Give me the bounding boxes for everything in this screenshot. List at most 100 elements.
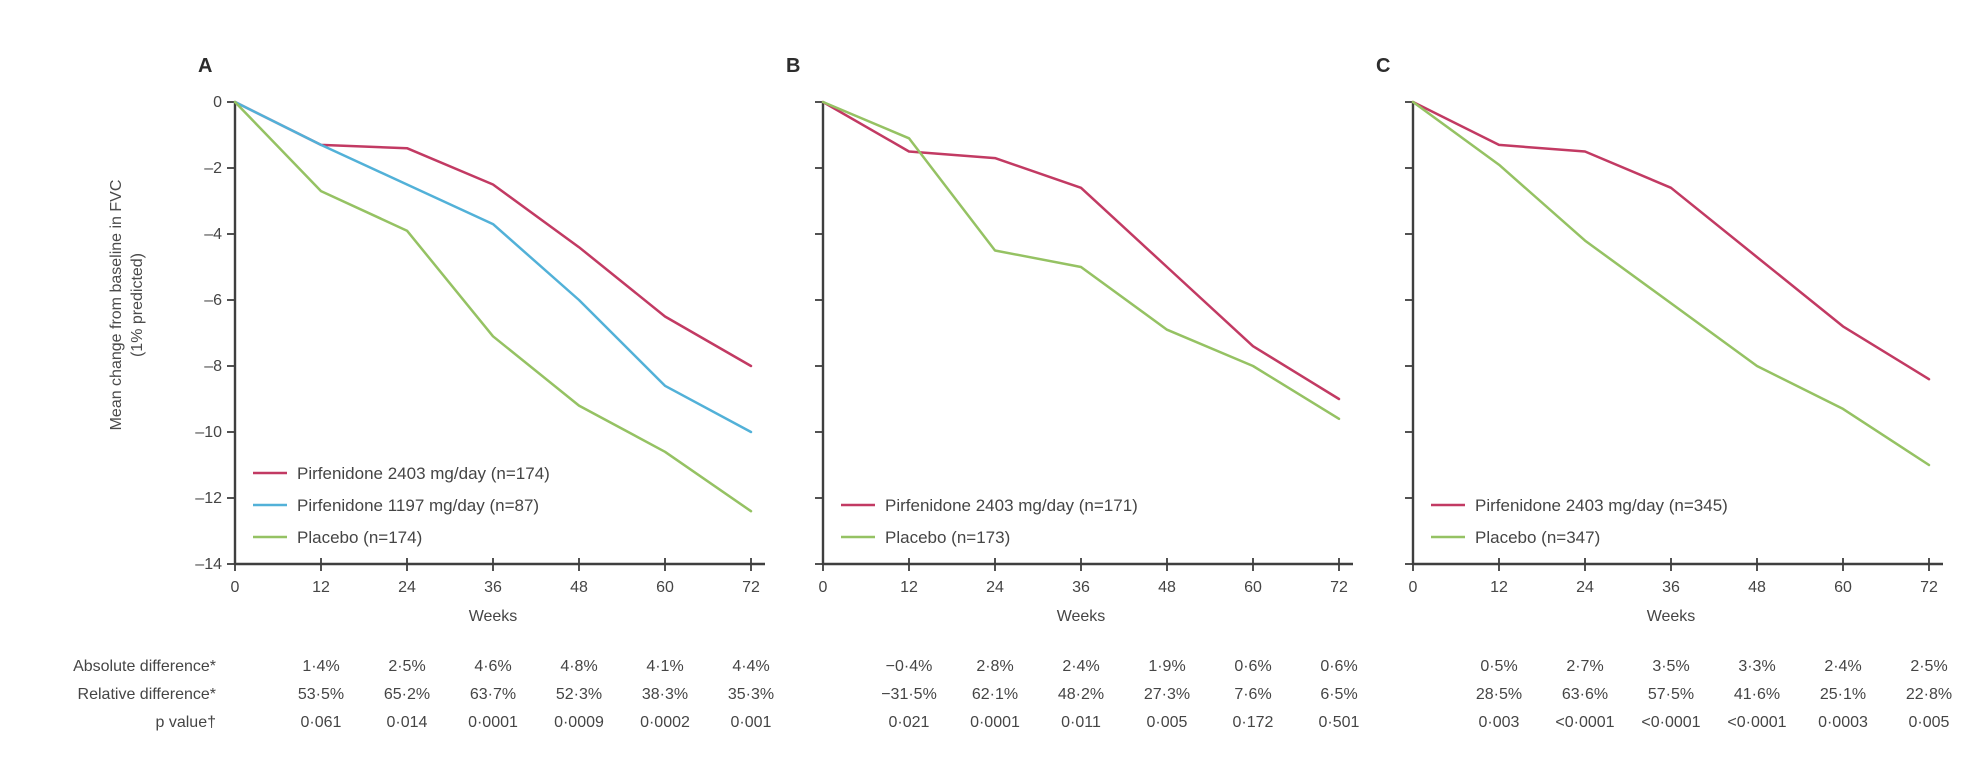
x-tick-label: 60 bbox=[656, 579, 674, 596]
table-value-A-absolute-wk72: 4·4% bbox=[732, 658, 770, 675]
panel-letter-C: C bbox=[1376, 55, 1390, 77]
x-tick-label: 0 bbox=[231, 579, 240, 596]
table-value-B-p-wk24: 0·0001 bbox=[970, 714, 1020, 731]
table-value-C-relative-wk24: 63·6% bbox=[1561, 686, 1609, 703]
table-value-C-absolute-wk24: 2·7% bbox=[1566, 658, 1604, 675]
y-tick-label: –2 bbox=[204, 160, 222, 177]
x-tick-label: 72 bbox=[1330, 579, 1348, 596]
x-tick-label: 12 bbox=[312, 579, 330, 596]
table-value-B-p-wk72: 0·501 bbox=[1318, 714, 1360, 731]
series-line-placebo bbox=[1411, 100, 1931, 467]
table-value-A-p-wk48: 0·0009 bbox=[554, 714, 604, 731]
table-value-A-p-wk72: 0·001 bbox=[730, 714, 772, 731]
x-axis-title: Weeks bbox=[469, 608, 518, 625]
y-tick-label: –10 bbox=[195, 424, 222, 441]
table-value-A-p-wk60: 0·0002 bbox=[640, 714, 690, 731]
table-value-A-absolute-wk60: 4·1% bbox=[646, 658, 684, 675]
table-value-C-absolute-wk48: 3·3% bbox=[1738, 658, 1776, 675]
table-value-A-p-wk12: 0·061 bbox=[300, 714, 342, 731]
table-value-B-absolute-wk24: 2·8% bbox=[976, 658, 1014, 675]
x-tick-label: 24 bbox=[398, 579, 416, 596]
series-line-placebo bbox=[821, 100, 1341, 421]
table-value-B-absolute-wk60: 0·6% bbox=[1234, 658, 1272, 675]
table-value-B-p-wk12: 0·021 bbox=[888, 714, 930, 731]
table-value-A-absolute-wk36: 4·6% bbox=[474, 658, 512, 675]
table-value-C-absolute-wk72: 2·5% bbox=[1910, 658, 1948, 675]
table-value-B-p-wk60: 0·172 bbox=[1232, 714, 1274, 731]
x-tick-label: 60 bbox=[1244, 579, 1262, 596]
table-value-C-p-wk12: 0·003 bbox=[1478, 714, 1520, 731]
table-value-B-absolute-wk48: 1·9% bbox=[1148, 658, 1186, 675]
panel-C: C 0 12 24 36 48 60 72 Weeks Pirfenidone 2403 mg/d… bbox=[1376, 55, 1943, 625]
table-value-B-absolute-wk12: −0·4% bbox=[885, 658, 933, 675]
x-tick-label: 60 bbox=[1834, 579, 1852, 596]
y-axis-label-line2: (1% predicted) bbox=[129, 252, 146, 358]
legend-label: Placebo (n=347) bbox=[1475, 528, 1600, 547]
table-value-C-absolute-wk60: 2·4% bbox=[1824, 658, 1862, 675]
legend-label: Pirfenidone 1197 mg/day (n=87) bbox=[297, 496, 539, 515]
series-line-placebo bbox=[233, 100, 753, 513]
table-value-A-relative-wk60: 38·3% bbox=[641, 686, 689, 703]
table-value-B-relative-wk60: 7·6% bbox=[1234, 686, 1272, 703]
table-row-label-relative-difference: Relative difference* bbox=[77, 686, 216, 703]
panel-B: B 0 12 24 36 48 60 72 Weeks Pirfenidone 2403 mg/d… bbox=[786, 55, 1353, 625]
table-value-C-p-wk60: 0·0003 bbox=[1818, 714, 1868, 731]
x-tick-label: 24 bbox=[986, 579, 1004, 596]
table-value-A-relative-wk36: 63·7% bbox=[469, 686, 517, 703]
series-line-pirfenidone_1197 bbox=[233, 100, 753, 434]
x-tick-label: 48 bbox=[1748, 579, 1766, 596]
table-value-B-relative-wk36: 48·2% bbox=[1057, 686, 1105, 703]
y-tick-label: –12 bbox=[195, 490, 222, 507]
chart-canvas: A0–2–4–6–8–10–12–140 12 24 36 48 60 72WeeksPir… bbox=[195, 55, 1943, 625]
x-tick-label: 36 bbox=[1662, 579, 1680, 596]
y-tick-label: –6 bbox=[204, 292, 222, 309]
series-line-pirfenidone_2403 bbox=[1411, 100, 1931, 381]
y-tick-label: –8 bbox=[204, 358, 222, 375]
table-value-B-relative-wk48: 27·3% bbox=[1143, 686, 1191, 703]
table-value-B-p-wk48: 0·005 bbox=[1146, 714, 1188, 731]
y-axis-label-line1: Mean change from baseline in FVC bbox=[108, 179, 125, 431]
table-value-A-relative-wk12: 53·5% bbox=[297, 686, 345, 703]
x-tick-label: 0 bbox=[1409, 579, 1418, 596]
legend-label: Pirfenidone 2403 mg/day (n=171) bbox=[885, 496, 1138, 515]
panel-letter-A: A bbox=[198, 55, 212, 77]
x-tick-label: 72 bbox=[742, 579, 760, 596]
series-line-pirfenidone_2403 bbox=[821, 100, 1341, 401]
table-row-label-absolute-difference: Absolute difference* bbox=[73, 658, 216, 675]
x-tick-label: 48 bbox=[570, 579, 588, 596]
y-tick-label: 0 bbox=[213, 94, 222, 111]
x-tick-label: 24 bbox=[1576, 579, 1594, 596]
x-tick-label: 0 bbox=[819, 579, 828, 596]
table-value-B-p-wk36: 0·011 bbox=[1061, 714, 1101, 731]
legend-label: Pirfenidone 2403 mg/day (n=345) bbox=[1475, 496, 1728, 515]
y-axis-label: Mean change from baseline in FVC (1% pre… bbox=[106, 65, 150, 545]
panel-A: A0–2–4–6–8–10–12–140 12 24 36 48 60 72WeeksPir… bbox=[195, 55, 765, 625]
table-value-B-relative-wk24: 62·1% bbox=[971, 686, 1019, 703]
x-tick-label: 48 bbox=[1158, 579, 1176, 596]
table-value-C-absolute-wk12: 0·5% bbox=[1480, 658, 1518, 675]
table-value-A-p-wk24: 0·014 bbox=[386, 714, 428, 731]
table-value-C-relative-wk48: 41·6% bbox=[1733, 686, 1781, 703]
table-value-A-absolute-wk48: 4·8% bbox=[560, 658, 598, 675]
x-tick-label: 36 bbox=[484, 579, 502, 596]
table-value-A-p-wk36: 0·0001 bbox=[468, 714, 518, 731]
y-tick-label: –4 bbox=[204, 226, 222, 243]
table-value-C-p-wk48: <0·0001 bbox=[1727, 714, 1787, 731]
x-tick-label: 12 bbox=[900, 579, 918, 596]
table-value-C-p-wk36: <0·0001 bbox=[1641, 714, 1701, 731]
table-value-C-relative-wk60: 25·1% bbox=[1819, 686, 1867, 703]
legend-label: Pirfenidone 2403 mg/day (n=174) bbox=[297, 464, 550, 483]
table-value-B-relative-wk12: −31·5% bbox=[881, 686, 937, 703]
x-tick-label: 36 bbox=[1072, 579, 1090, 596]
table-value-C-p-wk24: <0·0001 bbox=[1555, 714, 1615, 731]
x-axis-title: Weeks bbox=[1057, 608, 1106, 625]
table-value-A-relative-wk72: 35·3% bbox=[727, 686, 775, 703]
table-value-C-relative-wk12: 28·5% bbox=[1475, 686, 1523, 703]
legend-label: Placebo (n=173) bbox=[885, 528, 1010, 547]
table-value-C-relative-wk72: 22·8% bbox=[1905, 686, 1953, 703]
table-value-A-relative-wk48: 52·3% bbox=[555, 686, 603, 703]
legend-label: Placebo (n=174) bbox=[297, 528, 422, 547]
table-value-A-relative-wk24: 65·2% bbox=[383, 686, 431, 703]
x-tick-label: 72 bbox=[1920, 579, 1938, 596]
